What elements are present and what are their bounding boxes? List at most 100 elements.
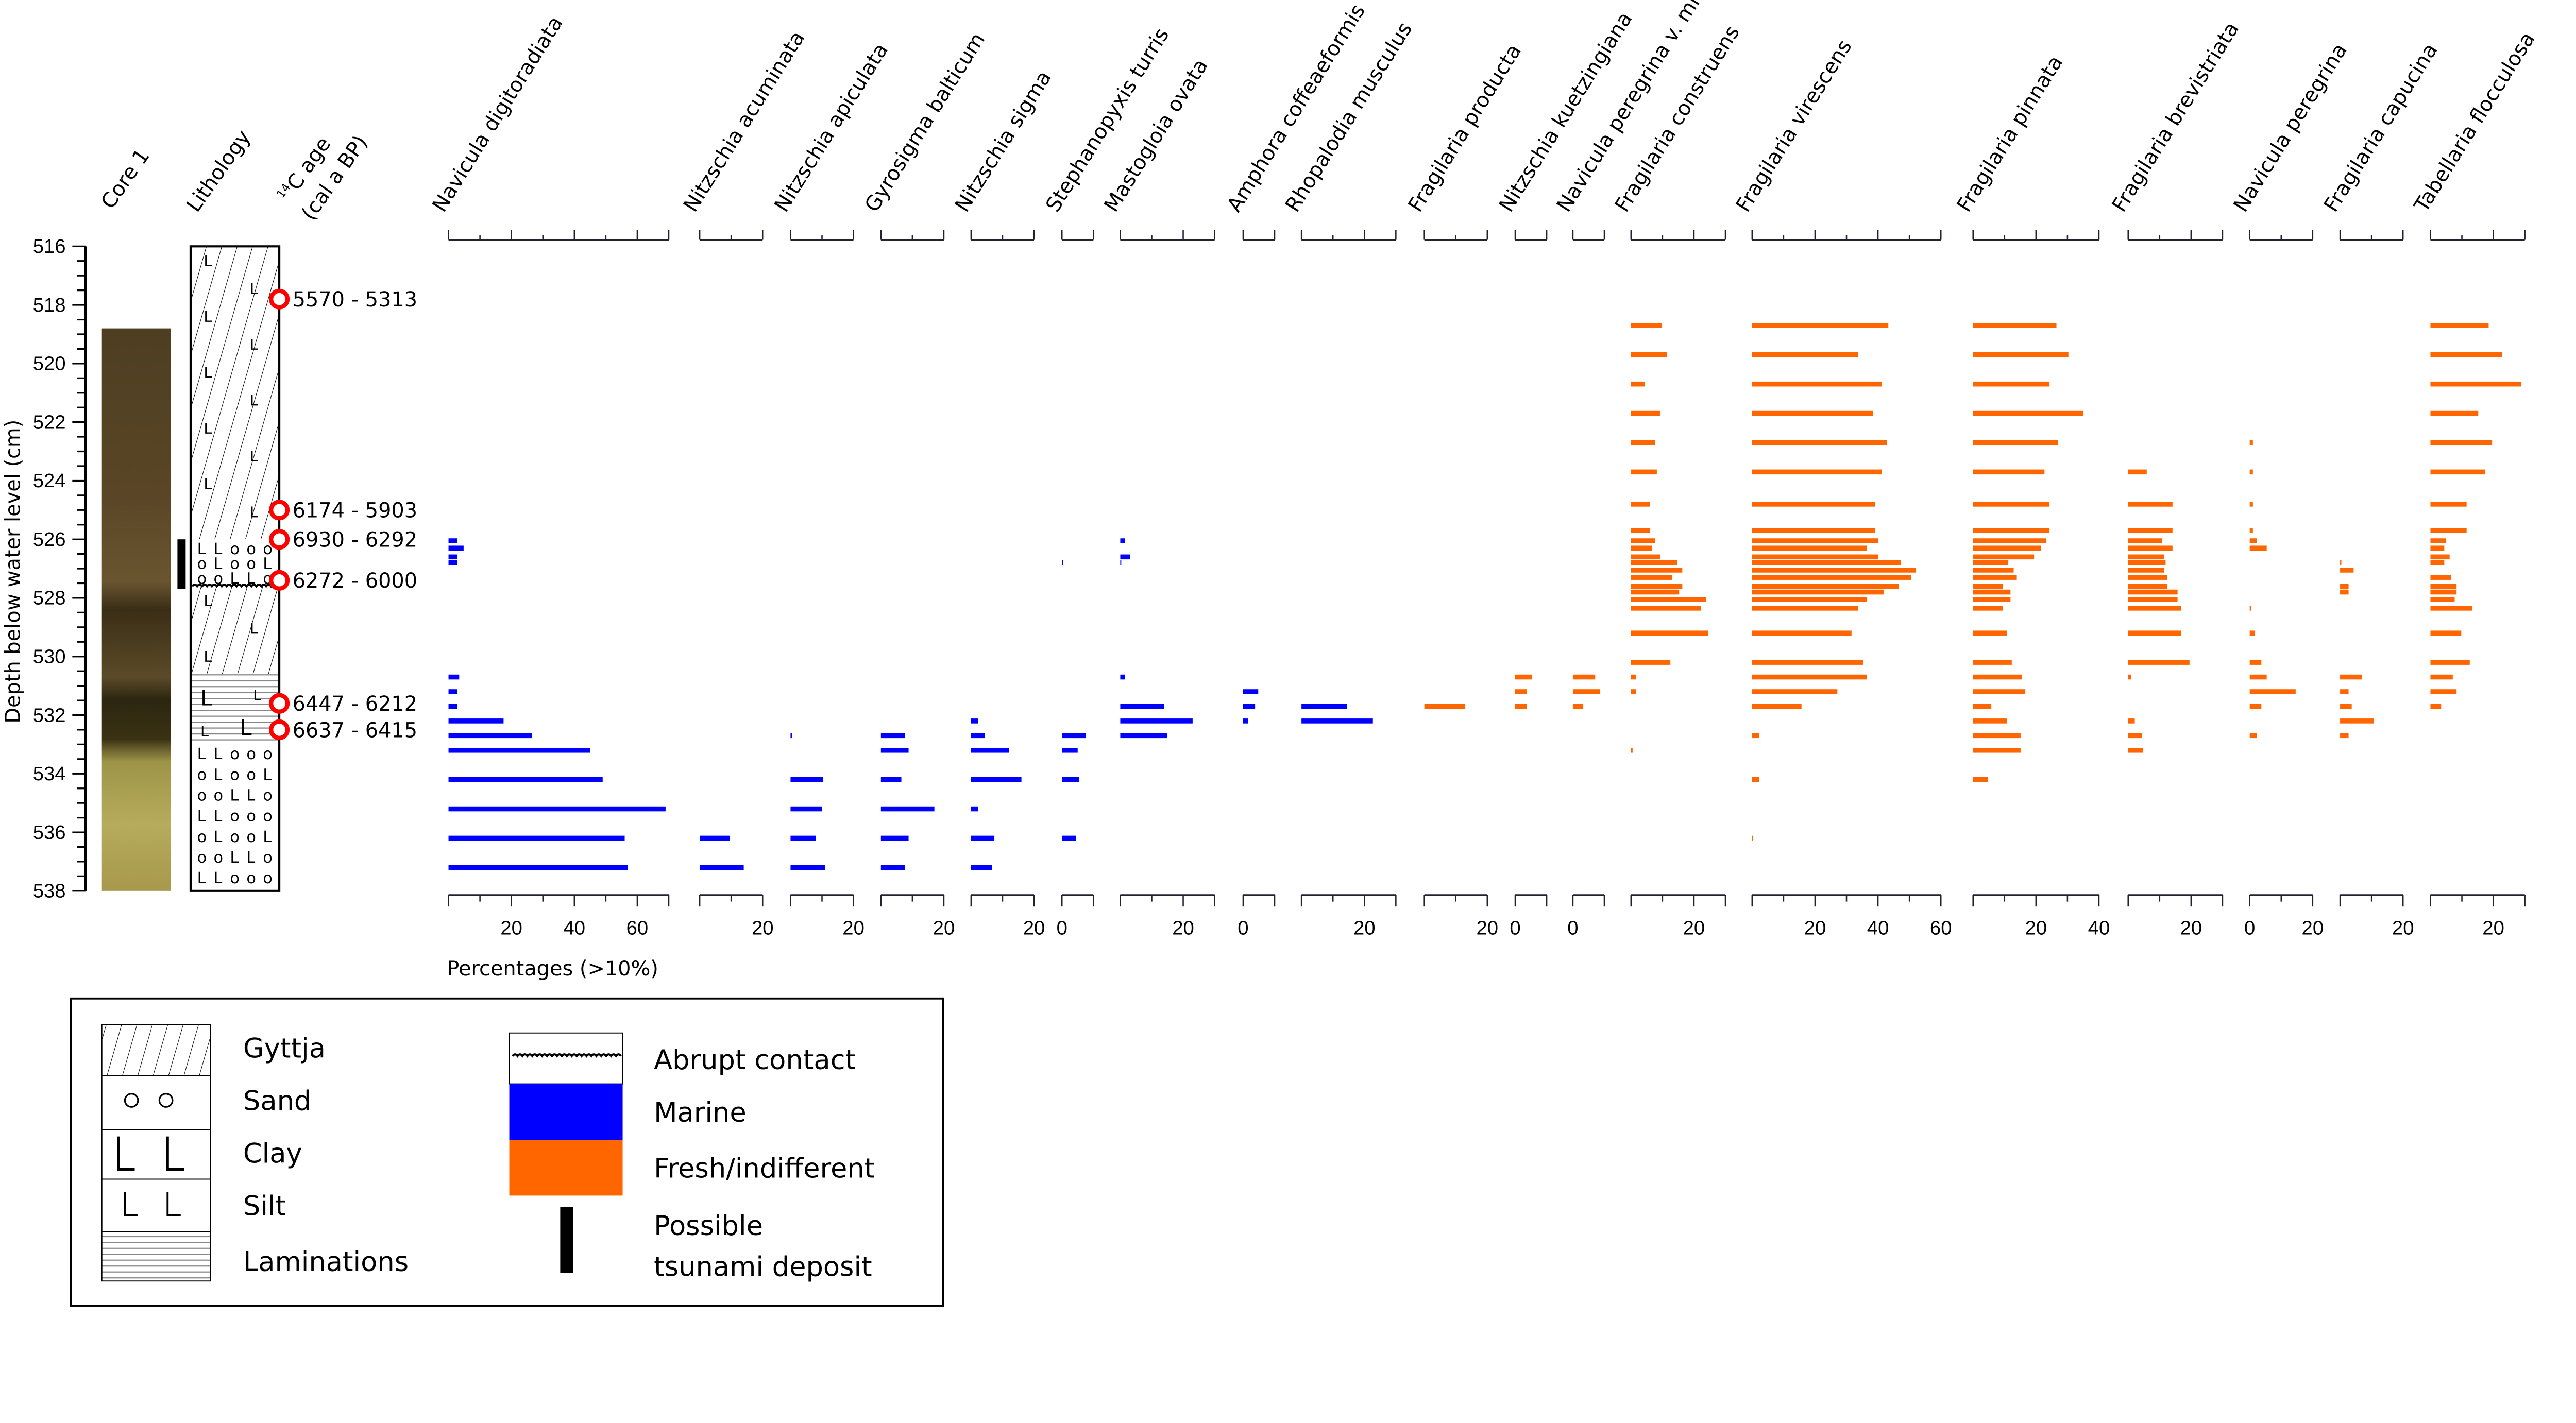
bar xyxy=(880,747,909,753)
bar xyxy=(2340,568,2354,573)
bar xyxy=(448,545,464,551)
svg-text:Sand: Sand xyxy=(243,1086,311,1117)
svg-text:L: L xyxy=(246,849,255,867)
legend-marine: Marine xyxy=(509,1084,747,1140)
bar xyxy=(2430,528,2467,533)
bar xyxy=(1752,538,1878,543)
bar xyxy=(1631,589,1680,595)
tick-label: 20 xyxy=(1477,917,1499,939)
date-marker xyxy=(269,288,290,310)
svg-text:L: L xyxy=(250,503,258,521)
tick-label: 0 xyxy=(1567,917,1578,939)
taxon-name: Navicula digitoradiata xyxy=(428,12,567,216)
bar xyxy=(1973,545,2041,551)
svg-text:o: o xyxy=(230,745,240,763)
bar xyxy=(2249,528,2253,533)
svg-text:L: L xyxy=(204,648,212,665)
svg-text:o: o xyxy=(263,808,273,826)
svg-text:o: o xyxy=(246,828,256,846)
tick-label: 20 xyxy=(2180,917,2202,939)
svg-text:L: L xyxy=(204,308,212,325)
svg-text:o: o xyxy=(230,808,240,826)
bar xyxy=(1424,704,1466,709)
bar xyxy=(1631,597,1706,602)
svg-text:L: L xyxy=(253,687,261,704)
svg-text:L: L xyxy=(250,336,258,353)
bar xyxy=(2430,502,2467,507)
bar xyxy=(1515,674,1532,680)
bar xyxy=(1973,674,2022,680)
bar xyxy=(2430,689,2457,694)
bar xyxy=(1752,575,1911,580)
tick-label: 0 xyxy=(1057,917,1067,939)
bar xyxy=(1752,410,1873,416)
bar xyxy=(1515,689,1527,694)
bar xyxy=(1752,674,1867,680)
svg-text:L: L xyxy=(204,364,212,381)
bar xyxy=(1752,777,1759,782)
tick-label: 20 xyxy=(2392,917,2414,939)
svg-text:o: o xyxy=(246,808,256,826)
bar xyxy=(1752,352,1858,357)
legend: Gyttja Sand Clay Silt Laminations Abrupt… xyxy=(70,997,944,1307)
tick-label: 20 xyxy=(842,917,865,939)
bar xyxy=(2249,502,2253,507)
svg-text:Clay: Clay xyxy=(243,1138,302,1170)
taxon-panel: Fragilaria virescens 20 40 60 xyxy=(1732,36,1952,939)
svg-text:L: L xyxy=(200,685,212,710)
bar xyxy=(1631,689,1636,694)
bar xyxy=(2249,440,2253,445)
svg-text:Silt: Silt xyxy=(243,1191,286,1222)
bar xyxy=(1243,718,1248,724)
bar xyxy=(2340,584,2349,589)
tick-label: 60 xyxy=(626,917,649,939)
x-axis-label: Percentages (>10%) xyxy=(447,957,658,981)
svg-text:L: L xyxy=(204,592,212,609)
svg-text:L: L xyxy=(214,766,223,784)
bar xyxy=(448,806,666,812)
svg-text:Laminations: Laminations xyxy=(243,1246,409,1278)
bar xyxy=(1631,528,1650,533)
svg-text:L: L xyxy=(197,808,206,826)
bar xyxy=(1301,718,1373,724)
svg-text:L: L xyxy=(250,448,258,465)
bar xyxy=(448,733,532,739)
svg-text:o: o xyxy=(263,540,273,558)
bar xyxy=(1752,630,1852,636)
tick-label: 20 xyxy=(500,917,522,939)
bar xyxy=(1973,660,2012,665)
bar xyxy=(1752,597,1867,602)
depth-tick-label: 528 xyxy=(33,587,66,609)
bar xyxy=(2249,733,2257,739)
legend-clay: Clay xyxy=(101,1129,302,1180)
bar xyxy=(1120,718,1193,724)
bar xyxy=(2128,589,2178,595)
bar xyxy=(2340,560,2342,565)
bar xyxy=(1973,528,2050,533)
svg-text:L: L xyxy=(197,540,206,558)
tick-label: 20 xyxy=(1683,917,1705,939)
tick-label: 20 xyxy=(1804,917,1826,939)
bar xyxy=(1062,733,1086,739)
bar xyxy=(971,865,992,870)
svg-text:o: o xyxy=(197,570,207,588)
svg-text:o: o xyxy=(230,766,240,784)
depth-axis-label: Depth below water level (cm) xyxy=(1,420,25,724)
bar xyxy=(1973,733,2021,739)
tick-label: 0 xyxy=(2244,917,2255,939)
bar xyxy=(448,704,457,709)
taxon-name: Fragilaria brevistriata xyxy=(2108,18,2244,216)
svg-text:L: L xyxy=(250,620,258,638)
bar xyxy=(1631,554,1660,560)
bar xyxy=(2128,538,2162,543)
bar xyxy=(2430,554,2450,560)
bar xyxy=(2430,410,2479,416)
bar xyxy=(1631,747,1633,753)
bar xyxy=(1752,606,1858,611)
bar xyxy=(2249,538,2257,543)
bar xyxy=(2430,381,2521,387)
taxa-panels: Navicula digitoradiata 20 40 60 Nitzschia ac… xyxy=(428,0,2539,939)
